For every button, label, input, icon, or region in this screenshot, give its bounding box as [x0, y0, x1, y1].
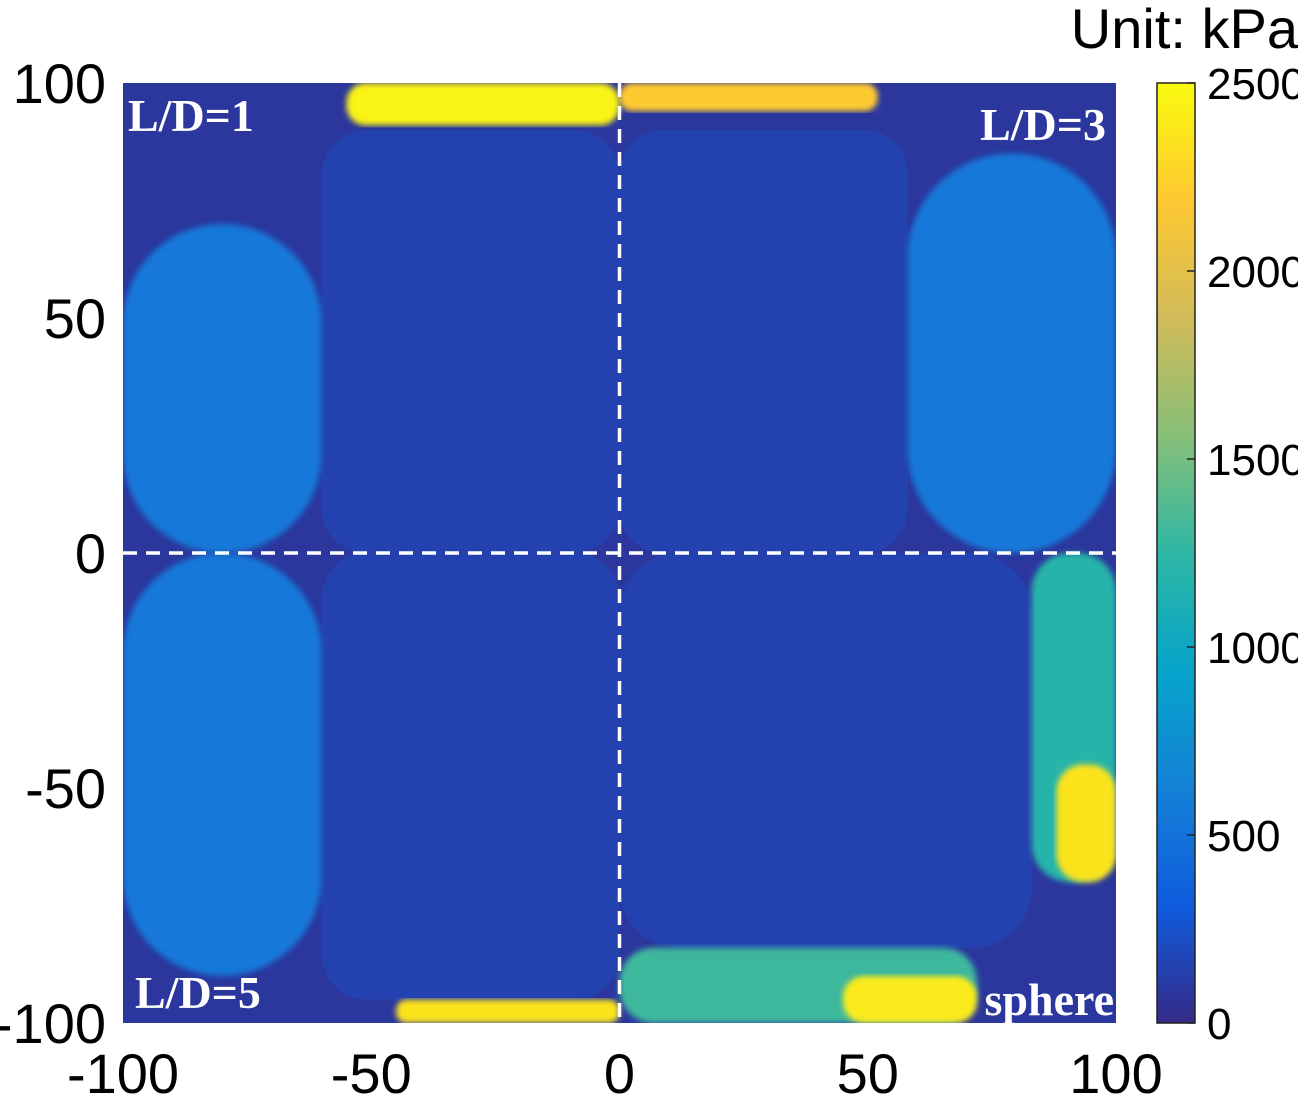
divider-lines: [123, 83, 1116, 1023]
colorbar-tick-label: 1500: [1207, 436, 1298, 485]
x-tick-label: -50: [331, 1042, 412, 1098]
heatmap-region: [842, 976, 977, 1023]
heatmap-region: [123, 224, 322, 553]
heatmap-plot-area: [123, 83, 1116, 1023]
quadrant-label: L/D=3: [980, 99, 1106, 150]
quadrant-label: L/D=1: [128, 90, 254, 141]
y-tick-label: -100: [0, 992, 106, 1055]
colorbar-unit-label: Unit: kPa: [1071, 0, 1298, 60]
quadrant-labels: L/D=1 L/D=3 L/D=5 sphere: [128, 90, 1114, 1025]
x-tick-label: 0: [604, 1042, 635, 1098]
colorbar-tick-label: 500: [1207, 812, 1280, 861]
x-tick-label: -100: [67, 1042, 179, 1098]
colorbar-tick-label: 2000: [1207, 248, 1298, 297]
heatmap-region: [321, 130, 620, 553]
x-tick-label: 100: [1069, 1042, 1162, 1098]
y-tick-label: 50: [44, 287, 106, 350]
colorbar-tick-label: 0: [1207, 1000, 1231, 1049]
heatmap-region: [123, 553, 322, 976]
quadrant-label: sphere: [985, 974, 1115, 1025]
colorbar-ticks: 2500 2000 1500 1000 500 0: [1187, 60, 1298, 1049]
colorbar-tick-label: 2500: [1207, 60, 1298, 109]
heatmap-region: [619, 83, 878, 112]
heatmap-region: [321, 553, 620, 1000]
heatmap-region: [907, 153, 1116, 553]
heatmap-region: [1056, 764, 1116, 882]
y-tick-label: 0: [75, 522, 106, 585]
colorbar-gradient: [1156, 82, 1196, 1024]
heatmap-region: [346, 83, 620, 126]
y-axis-ticks: 100 50 0 -50 -100: [0, 52, 106, 1055]
heatmap-region: [619, 130, 908, 553]
colorbar: 2500 2000 1500 1000 500 0 Unit: kPa: [1071, 0, 1298, 1049]
quadrant-label: L/D=5: [135, 967, 261, 1018]
y-tick-label: 100: [13, 52, 106, 115]
heatmap-region: [396, 999, 620, 1023]
x-axis-ticks: -100 -50 0 50 100: [67, 1042, 1163, 1098]
heatmap-region: [619, 553, 1032, 948]
x-tick-label: 50: [837, 1042, 899, 1098]
y-tick-label: -50: [25, 757, 106, 820]
colorbar-tick-label: 1000: [1207, 624, 1298, 673]
